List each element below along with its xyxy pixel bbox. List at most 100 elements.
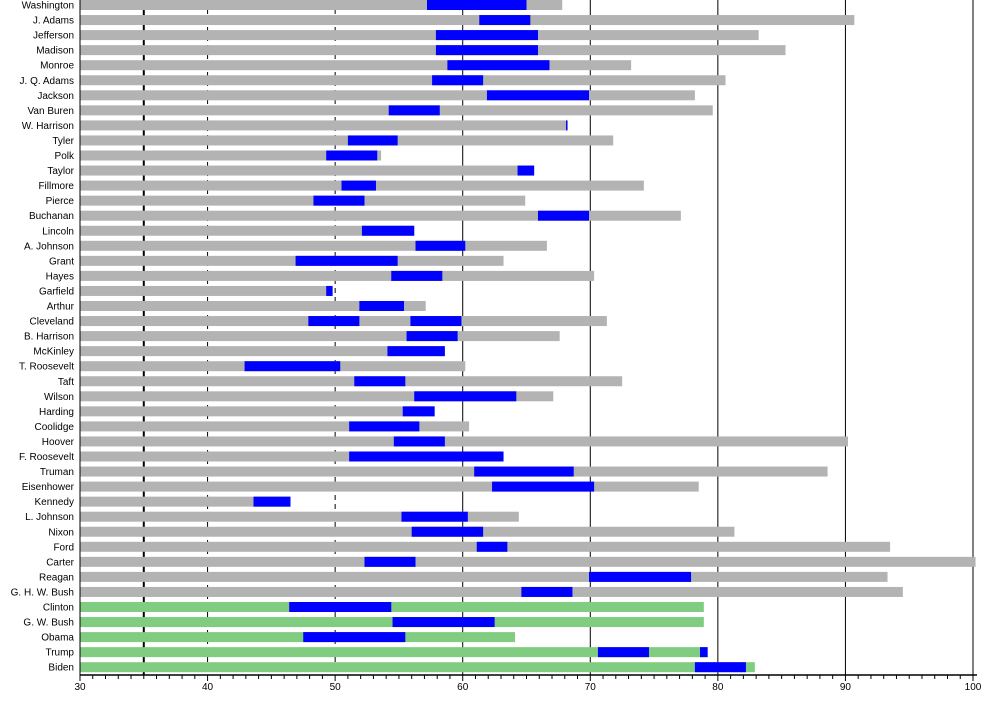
term-bar (479, 15, 531, 26)
term-bar (313, 195, 365, 206)
row-label: Monroe (40, 61, 74, 72)
term-bar (474, 466, 574, 477)
bar-row-g-w-bush (80, 617, 704, 628)
term-bar (391, 270, 443, 281)
x-tick-label: 80 (712, 682, 724, 693)
term-bar (406, 331, 458, 342)
row-label: Lincoln (42, 226, 74, 237)
row-label: Polk (55, 151, 75, 162)
row-label: Pierce (46, 196, 75, 207)
term-bar (361, 225, 415, 236)
row-label: Jackson (37, 91, 74, 102)
lifespan-bar (80, 120, 568, 131)
lifespan-bar (80, 511, 519, 522)
term-bar (387, 346, 445, 357)
lifespan-bar (80, 436, 848, 447)
lifespan-bar (80, 391, 554, 402)
lifespan-bar (80, 150, 382, 161)
term-bar (253, 496, 291, 507)
row-label: Biden (48, 663, 74, 674)
row-label: Harding (39, 407, 74, 418)
bar-row-washington (80, 0, 563, 10)
term-bar (392, 617, 495, 628)
bar-row-madison (80, 45, 786, 56)
lifespan-bar (80, 571, 888, 582)
row-label: Obama (41, 633, 74, 644)
lifespan-bar (80, 225, 415, 236)
term-bar (289, 602, 392, 612)
bar-row-polk (80, 150, 382, 161)
term-bar (476, 541, 508, 552)
bar-row-w-harrison (80, 120, 568, 131)
row-label: Ford (53, 542, 74, 553)
bar-row-arthur (80, 301, 426, 311)
bar-row-taft (80, 376, 623, 387)
lifespan-bar (80, 526, 735, 537)
row-label: F. Roosevelt (19, 452, 74, 463)
bar-row-jackson (80, 90, 695, 101)
lifespan-bar (80, 75, 726, 86)
lifespan-bar (80, 586, 903, 597)
bar-row-b-harrison (80, 331, 560, 342)
bar-row-lincoln (80, 225, 415, 236)
x-tick-label: 30 (74, 682, 86, 693)
bar-row-ford (80, 541, 891, 552)
bar-row-harding (80, 406, 435, 417)
lifespan-bar (80, 406, 435, 417)
row-label: W. Harrison (22, 121, 74, 132)
bar-row-coolidge (80, 421, 470, 432)
bar-row-f-roosevelt (80, 451, 504, 462)
bar-row-t-roosevelt (80, 361, 466, 372)
term-bar (414, 391, 517, 402)
row-label: Hoover (42, 437, 75, 448)
bar-row-g-h-w-bush (80, 586, 903, 597)
lifespan-bar (80, 376, 623, 387)
term-bar (492, 481, 595, 492)
term-bar (347, 135, 398, 146)
term-bar (295, 255, 398, 266)
bar-row-reagan (80, 571, 888, 582)
bar-row-jefferson (80, 30, 759, 41)
row-label: Reagan (39, 572, 74, 583)
lifespan-bar (80, 45, 786, 56)
term-bar (447, 60, 550, 71)
bar-row-j-q-adams (80, 75, 726, 86)
term-bar (411, 526, 484, 537)
row-label: Eisenhower (22, 482, 75, 493)
bar-row-l-johnson (80, 511, 519, 522)
lifespan-bar (80, 60, 632, 71)
lifespan-bar (80, 135, 614, 146)
term-bar (359, 301, 405, 311)
lifespan-bar (80, 285, 333, 296)
lifespan-bar (80, 346, 445, 357)
lifespan-bar-living (80, 602, 704, 612)
lifespan-bar (80, 301, 426, 311)
row-label: Tyler (52, 136, 74, 147)
row-label: Arthur (47, 302, 75, 313)
x-tick-label: 60 (457, 682, 469, 693)
row-label: Jefferson (33, 31, 74, 42)
term-bar (410, 316, 462, 327)
bar-row-van-buren (80, 105, 713, 116)
row-label: Cleveland (30, 317, 74, 328)
row-label: Carter (46, 557, 74, 568)
bar-row-mckinley (80, 346, 445, 357)
row-label: Kennedy (35, 497, 74, 508)
lifespan-bar (80, 90, 695, 101)
row-label: Washington (22, 1, 74, 12)
x-axis: 30 40 50 60 70 80 90 100 (74, 0, 982, 693)
lifespan-bar (80, 255, 504, 266)
term-bar (349, 451, 504, 462)
bar-row-a-johnson (80, 240, 547, 251)
term-bar (597, 647, 649, 658)
term-bar (435, 45, 538, 56)
lifespan-bar (80, 165, 535, 176)
bar-row-hayes (80, 270, 595, 281)
bar-row-garfield (80, 285, 333, 296)
bar-row-cleveland (80, 316, 607, 327)
lifespan-bar (80, 421, 470, 432)
lifespan-bar (80, 210, 681, 221)
bars (80, 0, 976, 673)
bar-row-pierce (80, 195, 526, 206)
row-label: G. H. W. Bush (11, 587, 74, 598)
